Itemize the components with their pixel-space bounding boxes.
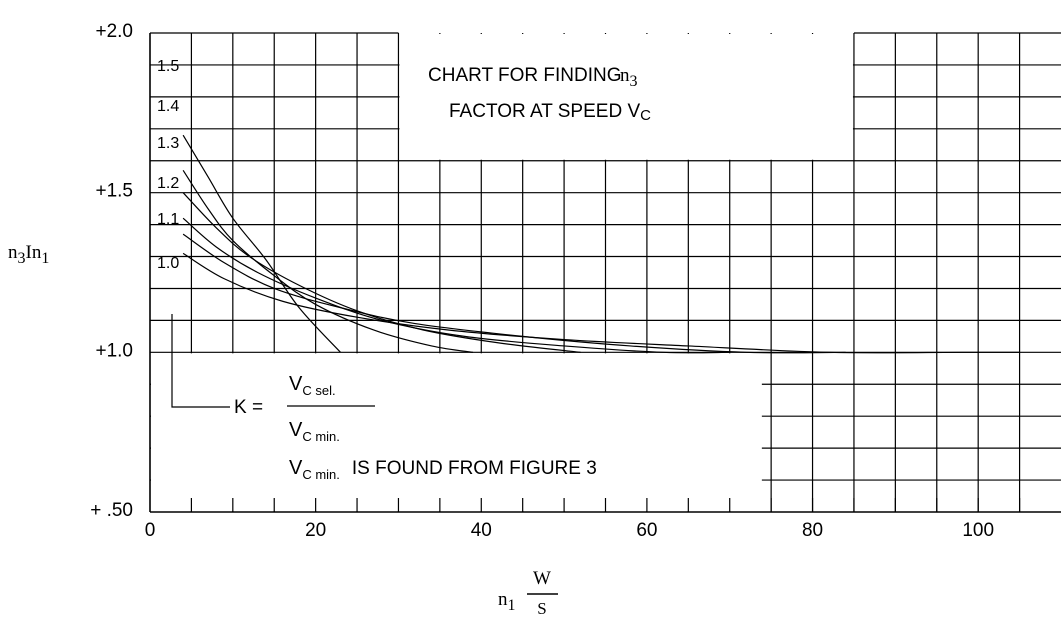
svg-text:FACTOR AT SPEED VC: FACTOR AT SPEED VC — [449, 101, 651, 124]
subtitle-sub: C — [640, 107, 651, 124]
x-tick-label: 0 — [145, 520, 156, 541]
y-axis-label: n3In1 — [8, 242, 49, 267]
x-tick-label: 60 — [636, 520, 657, 541]
text-boxes — [151, 34, 853, 511]
series-label-1-3: 1.3 — [157, 135, 179, 152]
subtitle-text: FACTOR AT SPEED V — [449, 101, 640, 122]
title-box — [399, 34, 853, 160]
series-labels: 1.0 1.1 1.2 1.3 1.4 1.5 — [157, 58, 179, 272]
title-text: CHART FOR FINDING — [428, 65, 622, 86]
svg-text:W: W — [533, 568, 551, 589]
x-ticks: 0 20 40 60 80 100 — [145, 498, 1021, 541]
series-label-1-2: 1.2 — [157, 175, 179, 192]
series-line-1-4 — [182, 233, 846, 354]
series-line-1-3 — [182, 217, 730, 354]
title-symbol-sub: 3 — [630, 73, 638, 90]
svg-text:S: S — [537, 599, 546, 618]
k-annotation: K = VC sel. VC min. VC min. IS FOUND FROM… — [171, 314, 597, 482]
series-label-1-5: 1.5 — [157, 58, 179, 75]
k-denominator: VC min. — [289, 419, 340, 444]
svg-text:n3: n3 — [620, 65, 638, 90]
series — [182, 134, 1020, 354]
x-axis-label: n1 W S — [498, 568, 558, 618]
chart-title: CHART FOR FINDING n3 — [428, 65, 638, 90]
k-numerator: VC sel. — [289, 373, 336, 398]
series-label-1-1: 1.1 — [157, 211, 179, 228]
chart-subtitle: FACTOR AT SPEED VC — [449, 101, 651, 124]
vc-min-note: VC min. IS FOUND FROM FIGURE 3 — [289, 457, 597, 482]
series-label-1-4: 1.4 — [157, 98, 179, 115]
series-line-1-2 — [182, 192, 581, 353]
series-label-1-0: 1.0 — [157, 255, 179, 272]
title-symbol: n — [620, 65, 630, 86]
y-tick-label: + .50 — [90, 500, 133, 521]
x-tick-label: 80 — [802, 520, 823, 541]
x-tick-label: 20 — [305, 520, 326, 541]
k-label: K = — [234, 397, 263, 418]
annotation-box — [151, 353, 762, 511]
y-tick-label: +1.0 — [95, 340, 133, 361]
y-tick-label: +2.0 — [95, 21, 133, 42]
svg-text:n1: n1 — [498, 589, 516, 614]
y-tick-label: +1.5 — [95, 181, 133, 202]
series-line-1-0 — [182, 134, 341, 353]
series-line-1-5 — [182, 252, 1020, 354]
axes — [149, 32, 1061, 513]
x-tick-label: 100 — [962, 520, 994, 541]
bracket-gap — [151, 321, 167, 352]
x-tick-label: 40 — [471, 520, 492, 541]
svg-text:CHART FOR FINDING: CHART FOR FINDING — [428, 65, 622, 86]
series-line-1-1 — [182, 169, 474, 353]
y-ticks: + .50 +1.0 +1.5 +2.0 — [90, 21, 133, 521]
